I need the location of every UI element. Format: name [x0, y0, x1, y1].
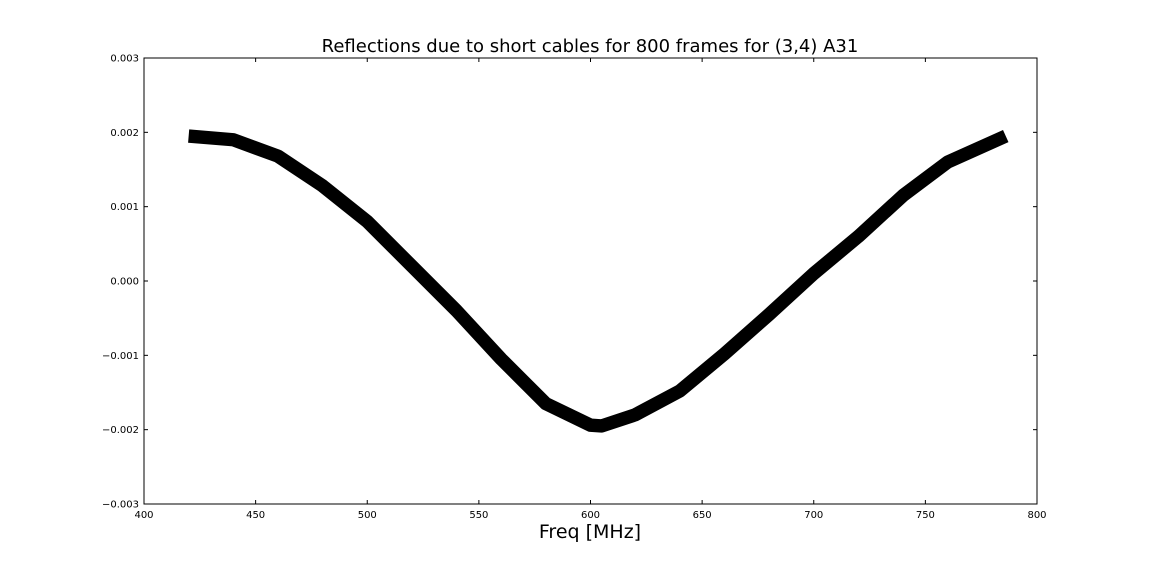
- y-tick-label: −0.003: [102, 500, 139, 511]
- x-tick-label: 450: [246, 510, 265, 521]
- chart-title: Reflections due to short cables for 800 …: [322, 36, 859, 57]
- x-axis: 400 450 500 550 600 650 700 750 800: [134, 58, 1047, 521]
- y-tick-label: 0.000: [110, 277, 139, 288]
- x-tick-label: 650: [693, 510, 712, 521]
- x-axis-label: Freq [MHz]: [539, 521, 641, 543]
- y-tick-label: 0.002: [110, 128, 139, 139]
- x-tick-label: 500: [358, 510, 377, 521]
- x-tick-label: 400: [134, 510, 153, 521]
- y-axis: 0.003 0.002 0.001 0.000 −0.001 −0.002 −0.003: [102, 54, 1037, 511]
- plot-frame: [143, 57, 1038, 505]
- x-tick-label: 750: [916, 510, 935, 521]
- y-tick-label: −0.001: [102, 351, 139, 362]
- x-tick-label: 600: [581, 510, 600, 521]
- series-line-0: [188, 129, 1009, 433]
- plot-area: [188, 129, 1009, 433]
- x-tick-label: 550: [469, 510, 488, 521]
- y-tick-label: 0.003: [110, 54, 139, 65]
- x-tick-label: 800: [1027, 510, 1046, 521]
- x-tick-label: 700: [804, 510, 823, 521]
- y-tick-label: −0.002: [102, 425, 139, 436]
- y-tick-label: 0.001: [110, 202, 139, 213]
